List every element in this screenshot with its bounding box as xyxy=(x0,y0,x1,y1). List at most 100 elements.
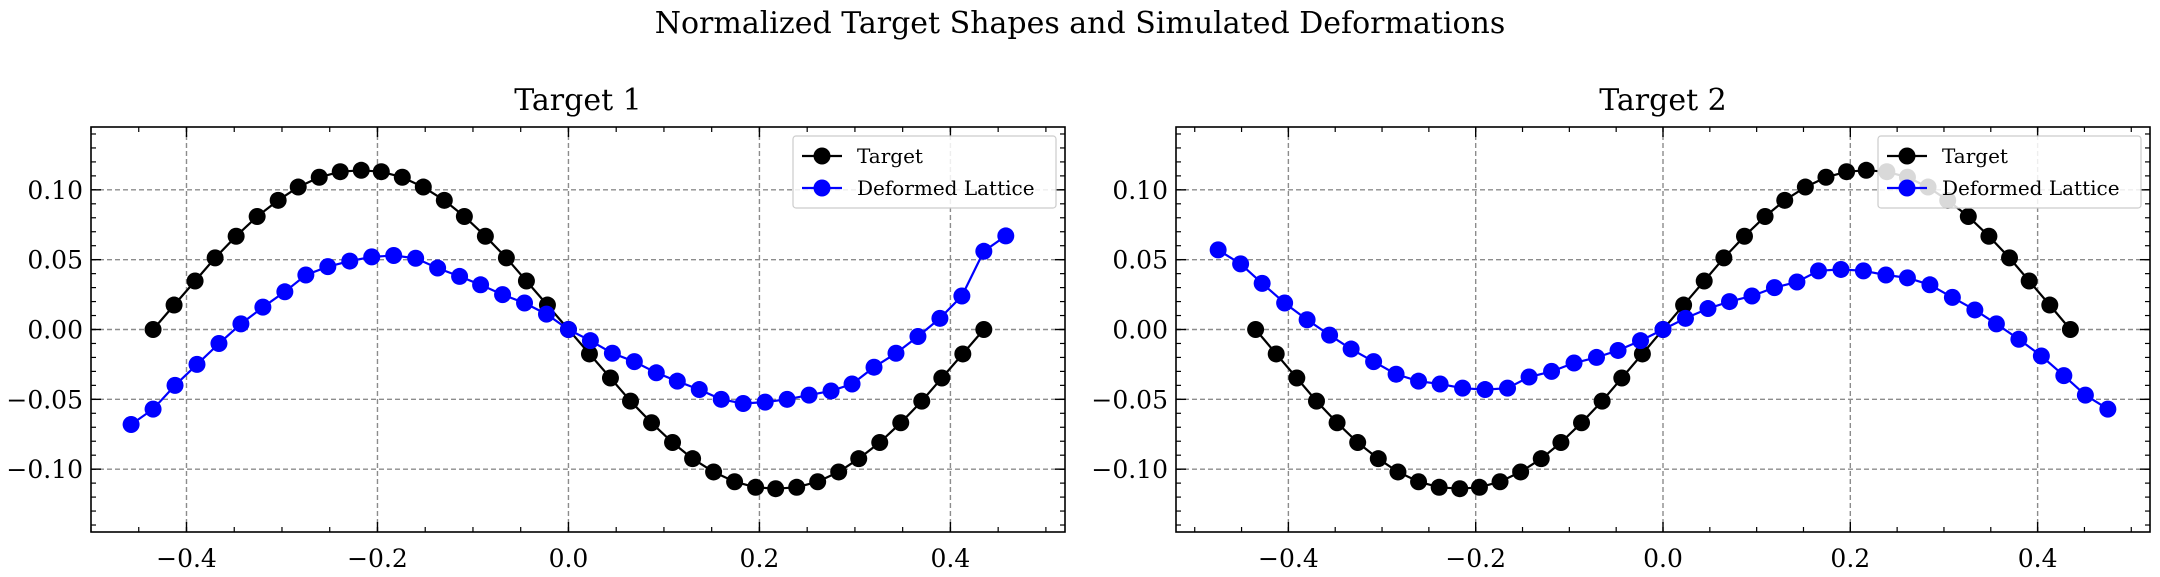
data-point xyxy=(472,276,490,294)
x-tick-label: −0.2 xyxy=(347,544,408,573)
data-point xyxy=(1877,266,1895,284)
data-point xyxy=(933,369,951,387)
data-point xyxy=(1921,276,1939,294)
y-tick-label: 0.05 xyxy=(27,246,83,275)
data-point xyxy=(778,390,796,408)
data-point xyxy=(297,266,315,284)
legend-label: Deformed Lattice xyxy=(1942,176,2120,200)
data-point xyxy=(1267,345,1285,363)
legend-label: Deformed Lattice xyxy=(857,176,1035,200)
y-tick-label: 0.10 xyxy=(27,176,83,205)
data-point xyxy=(1431,375,1449,393)
data-point xyxy=(385,246,403,264)
data-point xyxy=(580,345,598,363)
data-point xyxy=(1253,274,1271,292)
figure-title: Normalized Target Shapes and Simulated D… xyxy=(655,6,1506,41)
data-point xyxy=(1854,262,1872,280)
data-point xyxy=(2061,321,2079,338)
legend: Target Deformed Lattice xyxy=(792,135,1057,209)
data-point xyxy=(188,355,206,373)
axes-frame xyxy=(90,126,1066,533)
legend: Target Deformed Lattice xyxy=(1877,135,2142,209)
data-point xyxy=(1720,293,1738,311)
data-point xyxy=(603,344,621,362)
data-point xyxy=(809,473,827,491)
data-point xyxy=(1389,463,1407,481)
data-point xyxy=(537,305,555,323)
data-point xyxy=(1593,392,1611,410)
data-point xyxy=(822,382,840,400)
data-point xyxy=(455,208,473,226)
y-tick-label: 0.10 xyxy=(1112,176,1168,205)
data-point xyxy=(2020,272,2038,290)
legend-label: Target xyxy=(857,144,923,168)
data-point xyxy=(1454,379,1472,397)
data-point xyxy=(843,375,861,393)
plot-title: Target 1 xyxy=(514,83,642,118)
x-tick-label: 0.0 xyxy=(1643,544,1683,573)
legend-marker xyxy=(813,147,831,165)
data-point xyxy=(1715,249,1733,267)
data-point xyxy=(1765,279,1783,297)
data-point xyxy=(2099,400,2117,418)
x-tick-label: 0.4 xyxy=(931,544,971,573)
axes-frame xyxy=(1175,126,2151,533)
data-point xyxy=(1832,260,1850,278)
data-point xyxy=(625,353,643,371)
x-tick-label: 0.2 xyxy=(1830,544,1870,573)
data-point xyxy=(497,249,515,267)
data-point xyxy=(407,249,425,267)
data-point xyxy=(865,358,883,376)
legend-box xyxy=(792,135,1057,209)
y-tick-label: −0.05 xyxy=(1091,385,1168,414)
data-point xyxy=(232,315,250,333)
data-point xyxy=(1342,340,1360,358)
data-point xyxy=(210,334,228,352)
data-point xyxy=(664,433,682,451)
legend-marker xyxy=(1898,179,1916,197)
data-point xyxy=(622,392,640,410)
data-point xyxy=(1796,178,1814,196)
data-point xyxy=(206,249,224,267)
data-point xyxy=(1232,255,1250,273)
data-point xyxy=(1476,381,1494,399)
data-point xyxy=(372,163,390,181)
data-point xyxy=(1321,326,1339,344)
data-point xyxy=(1980,227,1998,245)
data-point xyxy=(581,332,599,350)
data-point xyxy=(435,191,453,209)
data-point xyxy=(1532,450,1550,468)
data-point xyxy=(997,227,1015,245)
data-point xyxy=(1369,450,1387,468)
data-point xyxy=(1410,473,1428,491)
data-point xyxy=(871,433,889,451)
data-point xyxy=(1298,311,1316,329)
data-point xyxy=(1512,463,1530,481)
data-point xyxy=(331,163,349,181)
data-point xyxy=(712,390,730,408)
x-tick-label: −0.4 xyxy=(156,544,217,573)
data-point xyxy=(165,296,183,314)
data-point xyxy=(2076,386,2094,404)
data-point xyxy=(1756,208,1774,226)
data-point xyxy=(451,267,469,285)
x-tick-label: 0.4 xyxy=(2018,544,2058,573)
legend-label: Target xyxy=(1942,144,2008,168)
data-point xyxy=(1552,433,1570,451)
data-point xyxy=(1632,332,1650,350)
legend-box xyxy=(1877,135,2142,209)
x-tick-label: −0.2 xyxy=(1445,544,1506,573)
data-point xyxy=(756,393,774,411)
data-point xyxy=(1943,288,1961,306)
data-point xyxy=(747,478,765,496)
y-tick-label: 0.00 xyxy=(1112,316,1168,345)
data-point xyxy=(1776,191,1794,209)
data-point xyxy=(931,309,949,327)
data-point xyxy=(2010,330,2028,348)
x-tick-label: 0.2 xyxy=(740,544,780,573)
legend-marker xyxy=(813,179,831,197)
data-point xyxy=(559,321,577,338)
data-point xyxy=(788,478,806,496)
data-point xyxy=(269,191,287,209)
